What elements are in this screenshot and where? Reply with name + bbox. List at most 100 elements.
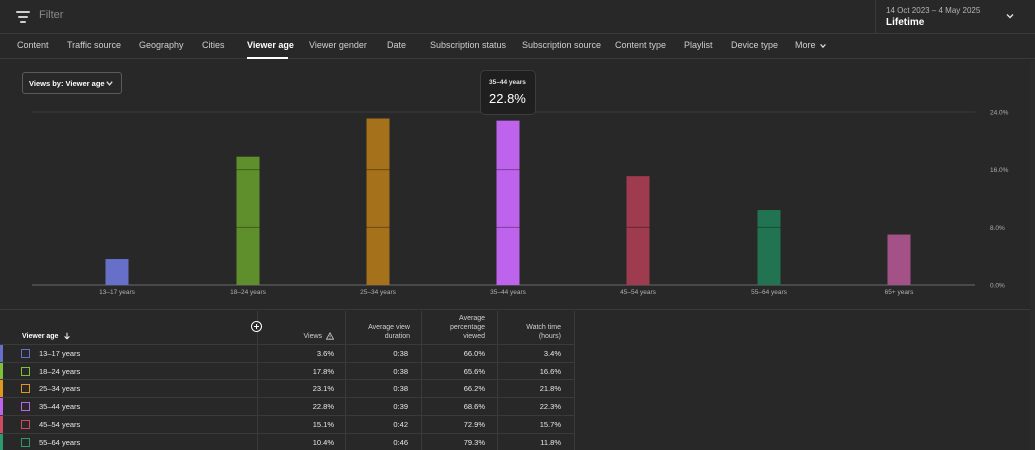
- data-table: Viewer age Views Average view duration A…: [0, 311, 1030, 450]
- table-row[interactable]: 25–34 years 23.1% 0:38 66.2% 21.8%: [0, 379, 575, 398]
- x-tick-label: 55–64 years: [751, 289, 788, 296]
- row-label: 35–44 years: [39, 402, 81, 412]
- tab-viewer-gender[interactable]: Viewer gender: [309, 40, 367, 50]
- cell-avg-percentage: 66.2%: [463, 384, 485, 394]
- header-watch-time[interactable]: Watch time (hours): [501, 323, 561, 341]
- cell-watch-time: 3.4%: [543, 349, 561, 358]
- table-row[interactable]: 45–54 years 15.1% 0:42 72.9% 15.7%: [0, 414, 575, 433]
- row-color-stripe: [0, 345, 3, 362]
- cell-avg-percentage: 72.9%: [463, 419, 485, 429]
- cell-avg-percentage: 68.6%: [463, 402, 485, 412]
- cell-views: 17.8%: [312, 366, 334, 376]
- cell-views: 15.1%: [312, 419, 334, 429]
- header-average-percentage-viewed[interactable]: Average percentage viewed: [425, 314, 485, 341]
- table-row[interactable]: 55–64 years 10.4% 0:46 79.3% 11.8%: [0, 432, 575, 450]
- chart-bar[interactable]: [236, 156, 260, 285]
- header-views[interactable]: Views: [282, 332, 335, 341]
- metric-dropdown-label: Views by: Viewer age: [29, 79, 105, 88]
- chart-bar[interactable]: [366, 118, 390, 285]
- row-label: 45–54 years: [39, 419, 81, 429]
- header-average-view-duration[interactable]: Average view duration: [350, 323, 410, 341]
- cell-views: 10.4%: [312, 437, 334, 447]
- cell-views: 22.8%: [312, 402, 334, 412]
- tab-content[interactable]: Content: [17, 40, 49, 50]
- y-tick-label: 8.0%: [990, 225, 1005, 232]
- chart-bar[interactable]: [626, 176, 650, 285]
- column-divider: [421, 311, 422, 450]
- chart-bar[interactable]: [887, 234, 911, 285]
- date-range-selector[interactable]: 14 Oct 2023 – 4 May 2025 Lifetime: [875, 0, 1035, 34]
- cell-watch-time: 22.3%: [539, 402, 561, 412]
- header-viewer-age-label: Viewer age: [22, 333, 59, 340]
- row-checkbox[interactable]: [21, 402, 30, 412]
- row-color-stripe: [0, 415, 3, 433]
- tab-subscription-source[interactable]: Subscription source: [522, 40, 602, 50]
- row-checkbox[interactable]: [21, 384, 30, 394]
- tab-subscription-status[interactable]: Subscription status: [430, 40, 507, 50]
- viewer-age-bar-chart: 24.0% 16.0% 8.0% 0.0% 13–17 years 18–24 years…: [32, 110, 1009, 296]
- chart-bar[interactable]: [757, 210, 781, 285]
- row-checkbox[interactable]: [21, 349, 30, 358]
- row-color-stripe: [0, 380, 3, 398]
- tab-content-type[interactable]: Content type: [615, 40, 667, 50]
- tab-more-label: More: [795, 40, 816, 50]
- date-range-value: Lifetime: [886, 17, 925, 28]
- tab-more[interactable]: More: [795, 40, 827, 50]
- row-checkbox[interactable]: [21, 419, 30, 429]
- header-viewer-age[interactable]: Viewer age: [22, 332, 71, 341]
- cell-watch-time: 15.7%: [539, 419, 561, 429]
- x-tick-label: 25–34 years: [360, 289, 397, 296]
- table-row[interactable]: 35–44 years 22.8% 0:39 68.6% 22.3%: [0, 397, 575, 416]
- filter-icon[interactable]: [16, 11, 30, 23]
- cell-views: 23.1%: [312, 384, 334, 394]
- date-range-text: 14 Oct 2023 – 4 May 2025: [886, 6, 981, 15]
- row-checkbox[interactable]: [21, 437, 30, 447]
- table-row[interactable]: 13–17 years 3.6% 0:38 66.0% 3.4%: [0, 344, 575, 362]
- metric-dropdown[interactable]: Views by: Viewer age: [22, 72, 122, 94]
- header-avg-duration-line1: Average view: [368, 324, 410, 331]
- cell-avg-percentage: 65.6%: [463, 366, 485, 376]
- header-avg-pct-line3: viewed: [463, 333, 485, 340]
- tab-viewer-age[interactable]: Viewer age: [247, 40, 294, 50]
- row-label: 18–24 years: [39, 366, 81, 376]
- header-avg-duration-line2: duration: [384, 333, 410, 340]
- chart-bar[interactable]: [105, 259, 129, 285]
- x-tick-label: 18–24 years: [230, 289, 267, 296]
- cell-avg-percentage: 79.3%: [463, 437, 485, 447]
- vertical-scrollbar[interactable]: [1030, 60, 1035, 450]
- tab-playlist[interactable]: Playlist: [684, 40, 713, 50]
- header-watch-time-line2: (hours): [538, 333, 561, 340]
- chart-bar[interactable]: [496, 120, 520, 286]
- tab-cities[interactable]: Cities: [202, 40, 225, 50]
- tab-traffic-source[interactable]: Traffic source: [67, 40, 122, 50]
- tab-date[interactable]: Date: [387, 40, 407, 50]
- cell-avg-percentage: 66.0%: [463, 349, 485, 358]
- tooltip-value: 22.8%: [489, 91, 526, 106]
- tab-device-type[interactable]: Device type: [731, 40, 779, 50]
- column-divider: [257, 311, 258, 450]
- cell-avg-duration: 0:38: [393, 349, 408, 358]
- cell-avg-duration: 0:38: [393, 366, 408, 376]
- cell-views: 3.6%: [316, 349, 334, 358]
- tooltip-category: 35–44 years: [489, 79, 526, 86]
- row-checkbox[interactable]: [21, 366, 30, 376]
- cell-watch-time: 21.8%: [539, 384, 561, 394]
- cell-watch-time: 16.6%: [539, 366, 561, 376]
- add-metric-icon[interactable]: [251, 321, 262, 332]
- y-tick-label: 24.0%: [990, 110, 1009, 117]
- chevron-down-icon: [106, 81, 113, 86]
- row-label: 25–34 years: [39, 384, 81, 394]
- cell-watch-time: 11.8%: [540, 437, 561, 447]
- cell-avg-duration: 0:39: [393, 402, 408, 412]
- table-row[interactable]: 18–24 years 17.8% 0:38 65.6% 16.6%: [0, 361, 575, 380]
- header-avg-pct-line2: percentage: [449, 324, 485, 331]
- y-tick-label: 0.0%: [990, 283, 1005, 290]
- filter-input[interactable]: Filter: [39, 9, 64, 21]
- cell-avg-duration: 0:42: [393, 419, 408, 429]
- x-tick-label: 65+ years: [885, 289, 914, 296]
- sort-down-arrow-icon: [64, 332, 71, 340]
- tab-geography[interactable]: Geography: [139, 40, 184, 50]
- column-divider: [574, 311, 575, 450]
- x-tick-label: 35–44 years: [490, 289, 527, 296]
- cell-avg-duration: 0:38: [393, 384, 408, 394]
